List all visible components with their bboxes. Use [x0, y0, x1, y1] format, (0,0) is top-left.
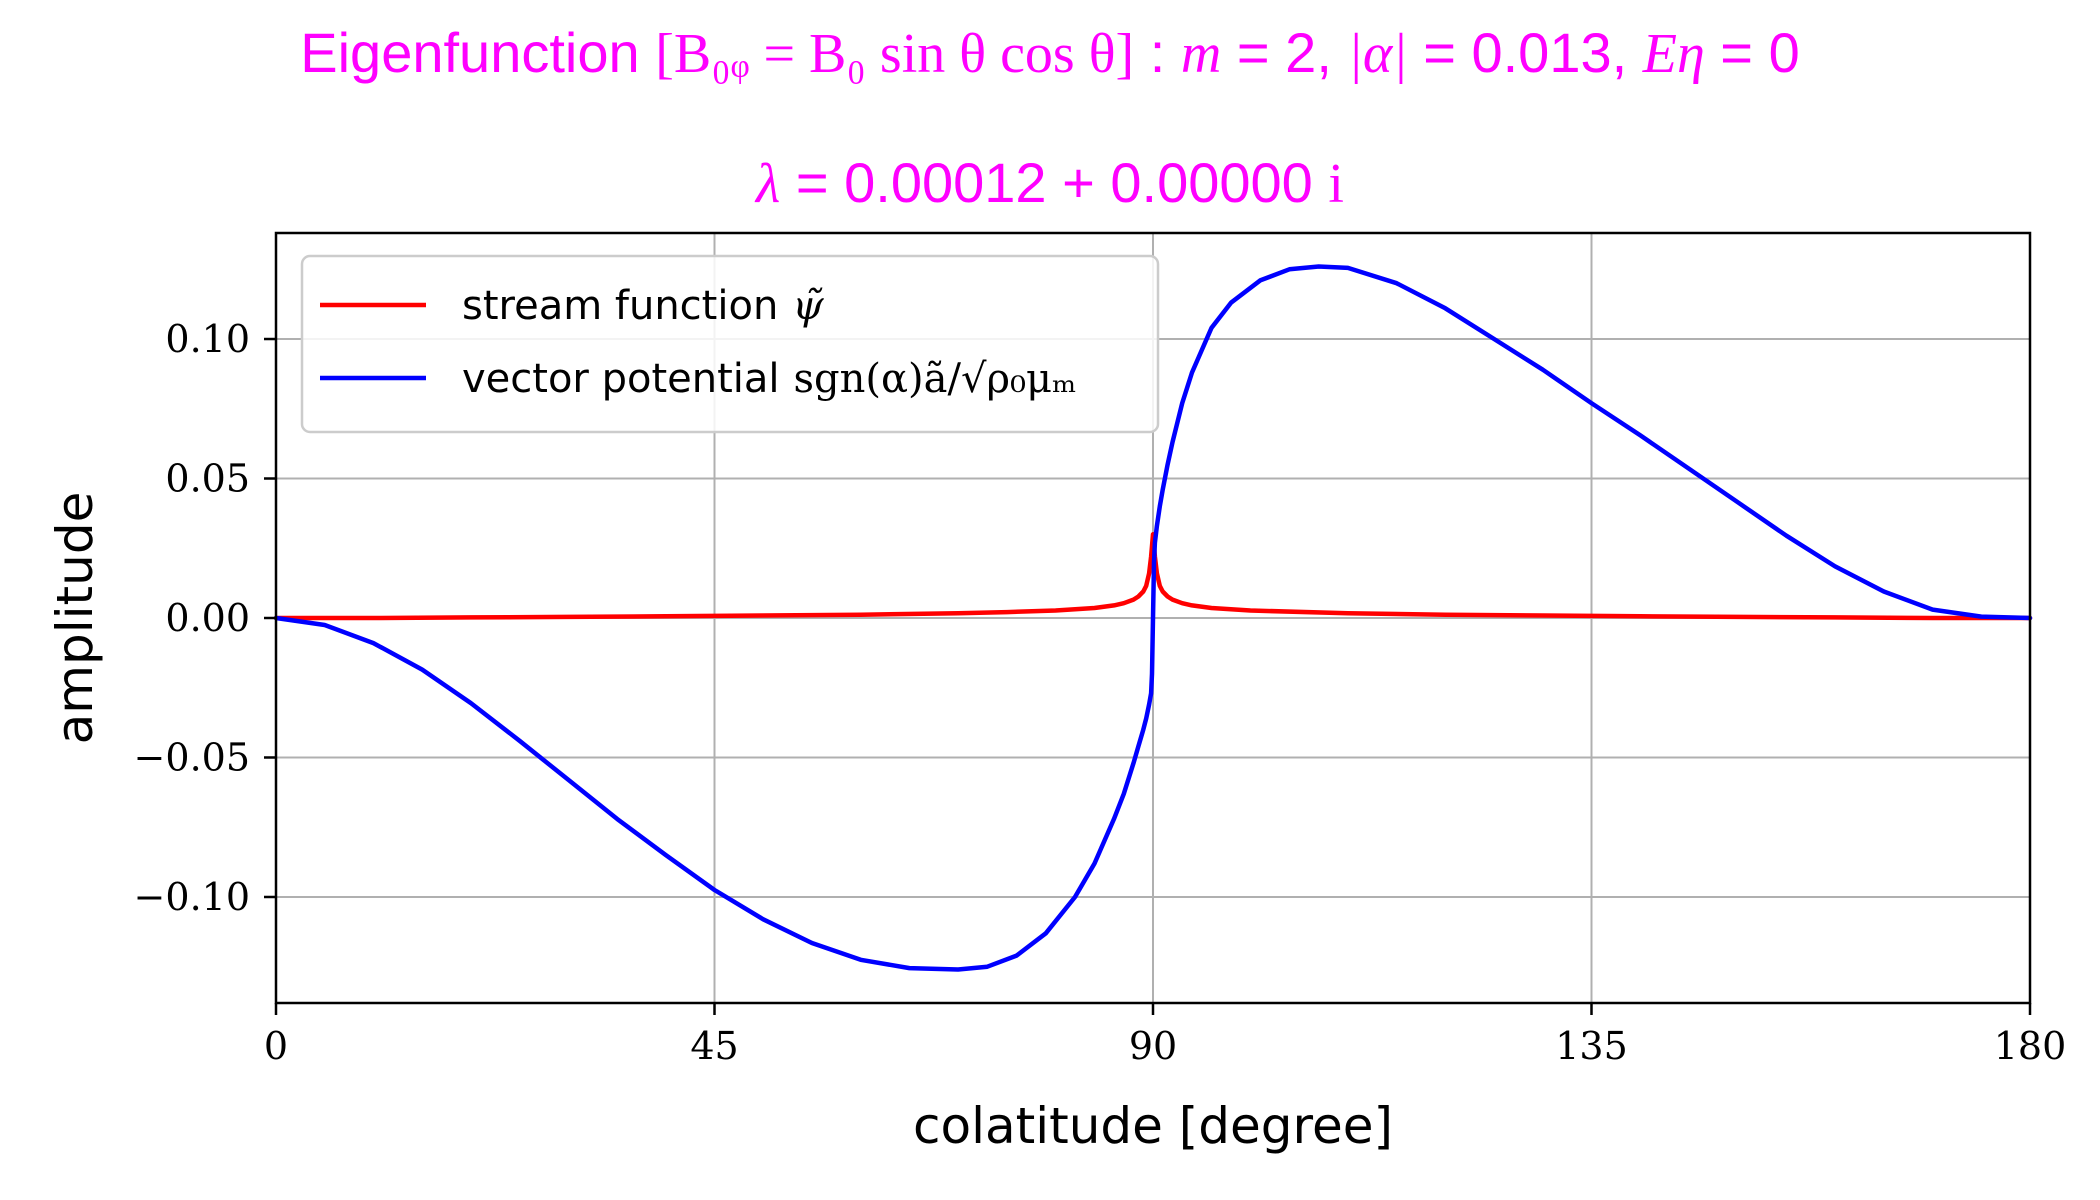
title-prefix: Eigenfunction	[300, 21, 656, 84]
legend-label-stream-function: stream function ψ̃	[462, 283, 824, 329]
chart-title-line-1: Eigenfunction [B₀ᵩ = B₀ sin θ cos θ] : m…	[300, 21, 1800, 85]
y-tick-label: −0.10	[134, 875, 250, 919]
x-tick-label: 135	[1555, 1024, 1628, 1068]
title-imag-unit: i	[1328, 153, 1344, 215]
ticks: 0 45 90 135 180 −0.10 −0.05 0.00 0.05 0.10	[134, 317, 2067, 1068]
title-formula: [B₀ᵩ = B₀ sin θ cos θ]	[655, 23, 1135, 85]
title-m-label: m	[1180, 23, 1222, 85]
series-layer	[273, 264, 2033, 972]
series-line-vector-potential	[273, 264, 2033, 972]
legend: stream function ψ̃ vector potential sgn(α)…	[300, 254, 1160, 434]
title-alpha-value: 0.013	[1471, 21, 1612, 84]
series-line-stream-function	[273, 532, 2033, 621]
title-eta-value: 0	[1768, 21, 1800, 84]
y-tick-label: −0.05	[134, 735, 250, 779]
x-tick-label: 180	[1994, 1024, 2067, 1068]
title-lambda-label: λ	[756, 153, 781, 215]
y-tick-label: 0.10	[165, 317, 250, 361]
title-m-value: 2	[1285, 21, 1317, 84]
x-tick-label: 45	[690, 1024, 738, 1068]
chart-title-line-2: λ = 0.00012 + 0.00000 i	[756, 151, 1344, 215]
x-tick-label: 90	[1129, 1024, 1177, 1068]
y-axis-label: amplitude	[46, 492, 104, 745]
y-tick-label: 0.05	[165, 457, 250, 501]
legend-label-vector-potential: vector potential sgn(α)ã/√ρ₀μₘ	[462, 356, 1077, 402]
x-axis-label: colatitude [degree]	[913, 1097, 1393, 1155]
title-eta-label: Eη	[1642, 23, 1705, 85]
legend-frame	[300, 254, 1160, 434]
title-alpha-label: |α|	[1347, 23, 1408, 85]
title-colon: :	[1134, 21, 1181, 84]
x-tick-label: 0	[264, 1024, 288, 1068]
y-tick-label: 0.00	[165, 596, 250, 640]
title-lambda-value: 0.00012 + 0.00000	[844, 151, 1313, 214]
